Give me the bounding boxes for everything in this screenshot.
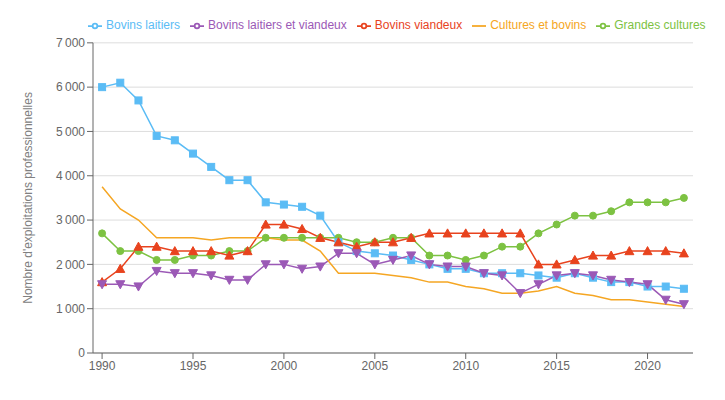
html-text:Bovins laitiers: Bovins laitiers	[106, 18, 180, 32]
svg-text:0: 0	[78, 346, 85, 360]
html-text:Bovins laitiers et viandeux: Bovins laitiers et viandeux	[208, 18, 347, 32]
svg-text:1995: 1995	[180, 359, 207, 373]
svg-text:3 000: 3 000	[56, 213, 85, 227]
svg-text:7 000: 7 000	[56, 36, 85, 50]
svg-text:1 000: 1 000	[56, 302, 85, 316]
html-text:Bovins viandeux: Bovins viandeux	[374, 18, 463, 32]
svg-text:2005: 2005	[361, 359, 388, 373]
svg-text:2020: 2020	[634, 359, 661, 373]
svg-text:1990: 1990	[89, 359, 116, 373]
svg-text:2010: 2010	[452, 359, 479, 373]
svg-text:Nombre d'exploitations profess: Nombre d'exploitations professionnelles	[21, 92, 35, 304]
svg-text:2015: 2015	[543, 359, 570, 373]
svg-text:6 000: 6 000	[56, 80, 85, 94]
svg-text:2 000: 2 000	[56, 258, 85, 272]
svg-text:2000: 2000	[271, 359, 298, 373]
svg-text:5 000: 5 000	[56, 125, 85, 139]
svg-text:4 000: 4 000	[56, 169, 85, 183]
html-text:Grandes cultures: Grandes cultures	[614, 18, 706, 32]
html-text:Cultures et bovins: Cultures et bovins	[490, 18, 587, 32]
